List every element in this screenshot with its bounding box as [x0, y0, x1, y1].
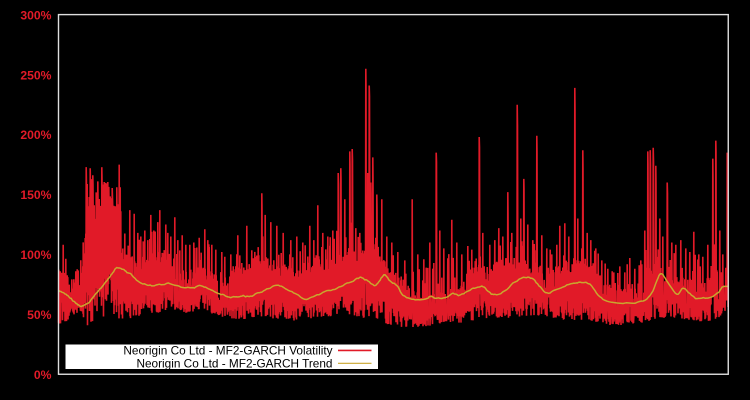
svg-text:0%: 0%: [34, 368, 52, 382]
svg-text:150%: 150%: [20, 188, 51, 202]
svg-text:200%: 200%: [20, 128, 51, 142]
svg-text:250%: 250%: [20, 68, 51, 82]
svg-text:50%: 50%: [27, 308, 52, 322]
svg-text:300%: 300%: [20, 8, 51, 22]
svg-text:100%: 100%: [20, 248, 51, 262]
svg-text:Neorigin Co Ltd - MF2-GARCH Vo: Neorigin Co Ltd - MF2-GARCH Volatility: [123, 344, 332, 358]
svg-text:Neorigin Co Ltd - MF2-GARCH Tr: Neorigin Co Ltd - MF2-GARCH Trend: [136, 357, 332, 371]
